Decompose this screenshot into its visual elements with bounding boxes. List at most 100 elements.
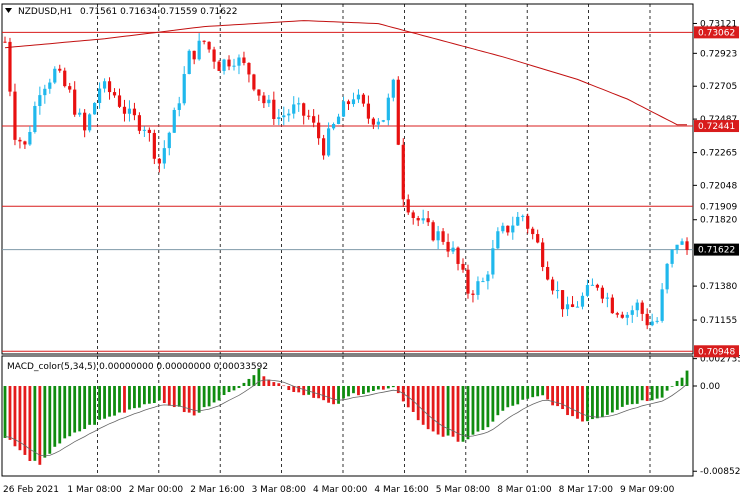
candle-body [78, 112, 82, 115]
candle-body [147, 129, 151, 133]
candle-body [3, 41, 7, 43]
candle-body [546, 267, 550, 280]
candle-body [202, 40, 206, 42]
macd-bar [287, 386, 291, 391]
macd-bar [635, 386, 639, 404]
candle-body [396, 79, 400, 145]
candle-body [481, 281, 485, 283]
level-price-box [694, 26, 739, 39]
candle-body [93, 102, 97, 115]
macd-bar [357, 386, 360, 396]
macd-bar [28, 386, 32, 461]
macd-bar [680, 377, 684, 386]
macd-bar [596, 386, 599, 419]
candle-body [157, 158, 161, 164]
horizontal-level-lines[interactable] [2, 31, 693, 352]
macd-bar [187, 386, 191, 413]
macd-bar [645, 386, 649, 402]
candle-body [431, 222, 435, 241]
candle-body [640, 302, 644, 314]
candle-body [516, 216, 520, 226]
macd-bar [167, 386, 171, 406]
macd-bar [421, 386, 425, 425]
macd-bar [461, 386, 465, 442]
macd-bar [481, 386, 485, 430]
time-tick-label: 9 Mar 09:00 [620, 485, 675, 495]
candle-body [132, 108, 137, 116]
macd-bar [476, 386, 480, 432]
candle-body [122, 106, 127, 114]
macd-bar [581, 386, 584, 422]
macd-bar [108, 386, 111, 417]
price-tick-label: 0.71155 [700, 316, 737, 326]
candle-body [426, 218, 430, 223]
macd-bar [381, 386, 385, 390]
candle-body [182, 74, 186, 104]
macd-bar [531, 386, 535, 398]
macd-bar [625, 386, 629, 405]
macd-tick-label: 0.00 [700, 382, 720, 392]
candle-body [43, 88, 47, 96]
macd-bar [491, 386, 495, 422]
candle-body [262, 95, 266, 104]
macd-bar [297, 386, 301, 393]
candle-body [88, 114, 92, 131]
time-tick-label: 4 Mar 00:00 [313, 485, 368, 495]
candle-body [645, 313, 649, 326]
macd-bar [93, 386, 97, 425]
candle-body [456, 247, 460, 264]
vertical-grid-lines [97, 4, 651, 476]
price-tick-label: 0.72923 [700, 49, 737, 59]
candle-body [665, 263, 669, 290]
candle-body [685, 241, 689, 250]
time-tick-label: 2 Mar 00:00 [129, 485, 184, 495]
candle-body [361, 94, 366, 104]
time-tick-label: 3 Mar 08:00 [252, 485, 307, 495]
macd-bar [416, 386, 420, 421]
candle-body [680, 241, 684, 245]
candle-body [446, 241, 450, 252]
macd-bar [18, 386, 22, 451]
macd-bar [197, 386, 201, 413]
level-price-box [694, 345, 739, 358]
macd-bar [685, 370, 689, 386]
candle-body [406, 199, 410, 213]
candle-body [307, 115, 311, 117]
level-price-label: 0.70948 [698, 347, 735, 357]
macd-bar [327, 386, 330, 403]
macd-bar [162, 386, 166, 404]
candle-body [356, 94, 361, 100]
collapse-triangle-icon[interactable] [5, 8, 12, 13]
candle-body [331, 124, 336, 129]
time-tick-label: 8 Mar 01:00 [497, 485, 552, 495]
macd-bar [242, 382, 246, 386]
macd-bar [128, 386, 131, 410]
macd-bar [347, 386, 350, 397]
candle-body [242, 57, 246, 63]
macd-bar [192, 386, 196, 416]
candle-body [192, 50, 196, 60]
macd-bar [367, 386, 370, 393]
time-tick-label: 1 Mar 08:00 [67, 485, 122, 495]
candle-body [536, 234, 540, 243]
macd-bar [68, 386, 72, 437]
macd-bar [217, 386, 221, 401]
macd-bar [53, 386, 57, 447]
candle-body [541, 242, 545, 268]
candle-body [511, 225, 515, 233]
macd-bar [58, 386, 62, 444]
macd-bar [561, 386, 564, 410]
macd-tick-label: 0.0027352 [700, 355, 740, 365]
candle-body [23, 141, 27, 145]
macd-bar [441, 386, 445, 437]
candle-body [217, 61, 221, 71]
macd-bar [556, 386, 559, 407]
macd-bar [466, 386, 470, 440]
macd-bar [456, 386, 460, 442]
candle-body [336, 116, 341, 125]
macd-bar [620, 386, 624, 407]
current-price-box [694, 243, 739, 256]
price-pane[interactable] [1, 3, 694, 355]
